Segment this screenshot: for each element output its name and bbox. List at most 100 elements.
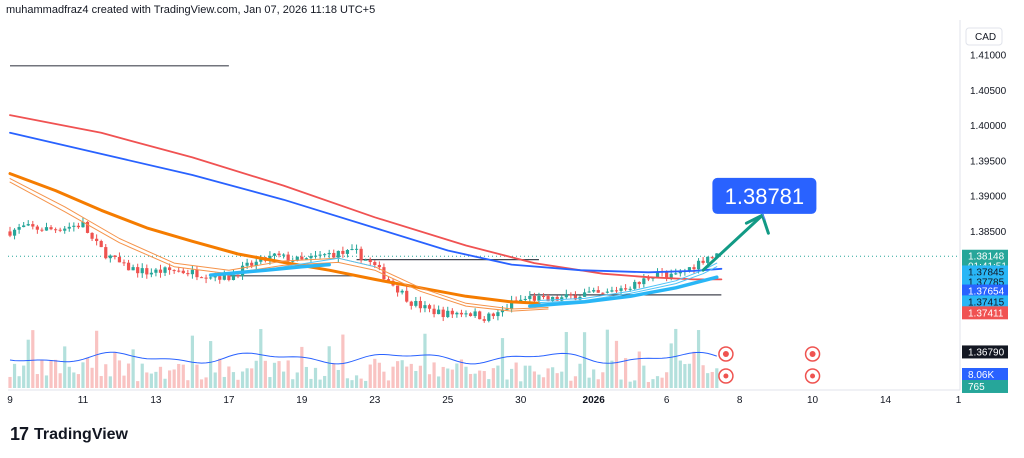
candle-body	[455, 312, 459, 315]
candle-body	[318, 254, 322, 256]
volume-bar	[81, 362, 85, 388]
volume-bar	[54, 359, 58, 388]
volume-bar	[660, 377, 664, 388]
volume-bar	[409, 363, 413, 388]
candle-body	[555, 296, 559, 301]
candle-body	[396, 285, 400, 293]
volume-bar	[295, 372, 299, 388]
event-icon-dot	[723, 373, 729, 379]
price-label-box	[962, 295, 1008, 309]
volume-bar	[136, 381, 140, 388]
candle-body	[587, 291, 591, 293]
y-tick-label: 1.39000	[970, 192, 1007, 203]
volume-bar	[104, 364, 108, 388]
volume-bar	[318, 379, 322, 388]
candle-body	[692, 267, 696, 270]
time-axis: 9 11 13 17 19 23 25 30 2026 6 8 10 14 1	[7, 389, 962, 406]
volume-bar	[76, 374, 80, 388]
volume-bar	[172, 369, 176, 388]
candle-body	[523, 298, 527, 300]
volume-bar	[555, 373, 559, 388]
candle-body	[31, 224, 35, 227]
x-tick-label: 19	[296, 395, 308, 406]
volume-bar	[400, 360, 404, 388]
volume-bar	[168, 370, 172, 388]
currency-box	[965, 27, 1003, 46]
price-label: 1.37845	[968, 267, 1005, 278]
volume-bar	[122, 375, 126, 388]
y-tick-label: 1.40500	[970, 86, 1007, 97]
candle-body	[168, 267, 172, 271]
volume-bar	[163, 378, 167, 388]
candle-body	[478, 311, 482, 320]
price-label-box	[962, 284, 1008, 298]
volume-bar	[377, 362, 381, 388]
candle-body	[405, 290, 409, 302]
volume-bar	[126, 363, 131, 388]
volume-bar	[22, 365, 26, 388]
volume-bar	[633, 380, 637, 388]
candle-body	[108, 255, 112, 259]
candle-body	[268, 255, 272, 261]
volume-bar	[354, 375, 359, 388]
candle-body	[532, 295, 536, 301]
candle-body	[145, 268, 149, 275]
candle-body	[377, 264, 381, 268]
ma-blue	[9, 131, 723, 274]
candle-body	[642, 278, 646, 285]
volume-bar	[601, 372, 605, 388]
volume-bar	[350, 380, 354, 388]
candle-body	[81, 221, 85, 228]
price-label: 1.38148	[968, 252, 1005, 263]
candle-body	[487, 313, 491, 321]
volume-bar	[250, 368, 254, 388]
volume-bar	[665, 372, 669, 388]
volume-bar	[131, 349, 135, 388]
candle-body	[560, 297, 564, 301]
x-tick-label: 25	[442, 395, 454, 406]
volume-bar	[345, 378, 350, 388]
candle-body	[213, 276, 217, 278]
us-flag-icon-dot	[809, 351, 816, 357]
candle-body	[459, 312, 464, 315]
volume-bar	[373, 358, 377, 388]
volume-bar	[154, 371, 158, 388]
volume-bar	[85, 358, 90, 388]
candle-body	[624, 288, 628, 290]
volume-bar	[391, 366, 395, 388]
cyan-thick-1	[208, 262, 331, 277]
candle-body	[236, 274, 240, 277]
volume-bar	[254, 360, 258, 388]
candle-body	[551, 296, 555, 301]
volume-bar	[35, 374, 39, 388]
volume-bar	[523, 365, 527, 388]
volume-bar	[382, 371, 386, 388]
tradingview-logo[interactable]: 17 TradingView	[10, 424, 128, 445]
x-tick-label: 14	[880, 395, 892, 406]
volume-bar	[90, 367, 94, 388]
volume-bar	[236, 379, 240, 388]
ema-orange-thin-2	[9, 181, 549, 312]
volume-bar	[532, 371, 536, 388]
candle-body	[67, 226, 71, 229]
volume-bar	[140, 363, 144, 388]
candle-body	[546, 296, 550, 301]
candle-body	[341, 250, 345, 254]
volume-bar	[231, 372, 236, 388]
volume-bar	[195, 364, 199, 388]
candle-body	[309, 256, 313, 259]
candle-body	[332, 252, 336, 258]
volume-bars	[8, 328, 719, 388]
candle-body	[163, 267, 167, 273]
candle-body	[655, 271, 660, 278]
volume-bar	[569, 380, 573, 388]
candle-body	[628, 288, 632, 290]
volume-bar	[17, 376, 21, 388]
volume-bar	[423, 333, 427, 388]
candle-body	[272, 253, 277, 256]
candle-body	[291, 260, 295, 262]
volume-bar	[715, 368, 719, 388]
volume-bar	[487, 379, 491, 388]
volume-bar	[446, 368, 450, 388]
